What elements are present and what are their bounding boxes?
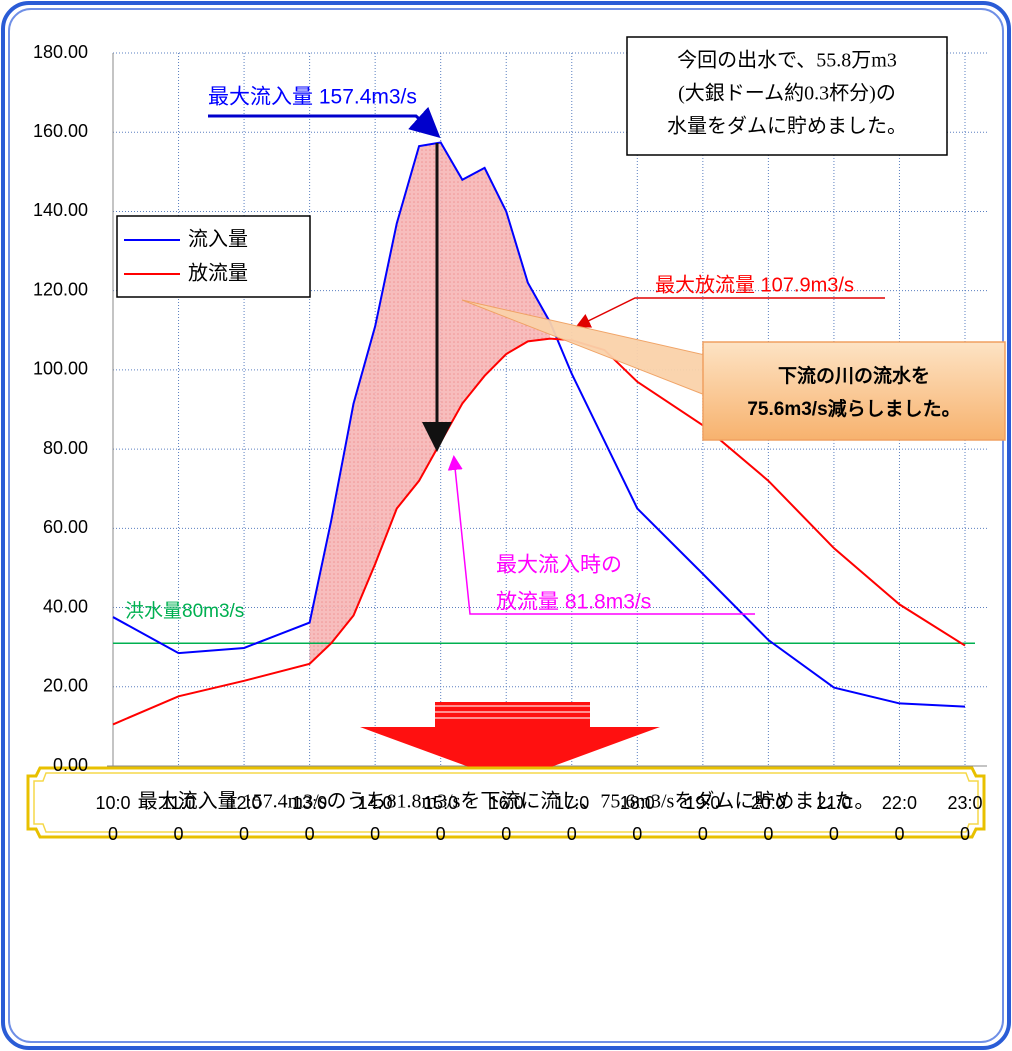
y-tick-label: 180.00 — [33, 42, 88, 62]
x-tick-label: 21:00 — [816, 793, 852, 844]
y-tick-label: 100.00 — [33, 359, 88, 379]
max-inflow-label: 最大流入量 157.4m3/s — [208, 86, 417, 109]
callout-box — [702, 341, 1006, 441]
x-tick-label: 20:00 — [750, 793, 786, 844]
x-tick-label: 14:00 — [357, 793, 393, 844]
note-text: 水量をダムに貯めました。 — [667, 115, 907, 138]
down-arrow — [360, 702, 660, 782]
x-tick-label: 18:00 — [619, 793, 655, 844]
note-text: 今回の出水で、55.8万m3 — [677, 49, 897, 72]
frame-inner — [8, 8, 1004, 1043]
y-tick-label: 120.00 — [33, 279, 88, 299]
max-outflow-pointer — [575, 297, 885, 328]
y-tick-label: 40.00 — [43, 596, 88, 616]
max-inflow-pointer — [208, 106, 441, 139]
y-tick-label: 140.00 — [33, 200, 88, 220]
max-outflow-label: 最大放流量 107.9m3/s — [655, 273, 854, 296]
series-line — [112, 141, 966, 708]
legend-label: 流入量 — [188, 227, 248, 250]
summary-text: 最大流入量 157.4m3/sのうち81.8m3/sを下流に流し、75.6m3/… — [138, 790, 875, 813]
callout-text: 下流の川の流水を — [778, 364, 930, 387]
x-tick-label: 23:00 — [947, 793, 983, 844]
legend-label: 放流量 — [188, 261, 248, 284]
x-tick-label: 15:00 — [423, 793, 459, 844]
x-tick-label: 11:00 — [161, 793, 196, 844]
x-tick-label: 17:00 — [554, 793, 590, 844]
series-line — [112, 337, 966, 726]
callout-text: 75.6m3/s減らしました。 — [747, 397, 960, 420]
outflow-peak-pointer — [447, 455, 755, 615]
x-tick-label: 16:00 — [488, 793, 524, 844]
x-tick-label: 10:00 — [95, 793, 131, 844]
x-tick-label: 12:00 — [226, 793, 262, 844]
note-box — [626, 36, 948, 156]
y-tick-label: 20.00 — [43, 676, 88, 696]
y-tick-label: 60.00 — [43, 517, 88, 537]
note-text: (大銀ドーム約0.3杯分)の — [678, 82, 896, 105]
y-tick-label: 160.00 — [33, 121, 88, 141]
outflow-peak-label: 放流量 81.8m3/s — [496, 591, 651, 614]
x-tick-label: 19:00 — [685, 793, 721, 844]
y-tick-label: 80.00 — [43, 438, 88, 458]
y-tick-label: 0.00 — [53, 755, 88, 775]
x-tick-label: 22:00 — [881, 793, 917, 844]
outflow-peak-label: 最大流入時の — [496, 554, 622, 577]
summary-box-inner — [33, 772, 979, 833]
summary-box — [26, 766, 986, 839]
legend-box — [116, 215, 311, 298]
threshold-label: 洪水量80m3/s — [125, 600, 244, 622]
arrow-stripes — [435, 705, 590, 719]
x-tick-label: 13:00 — [292, 793, 328, 844]
storage-area — [309, 142, 551, 664]
